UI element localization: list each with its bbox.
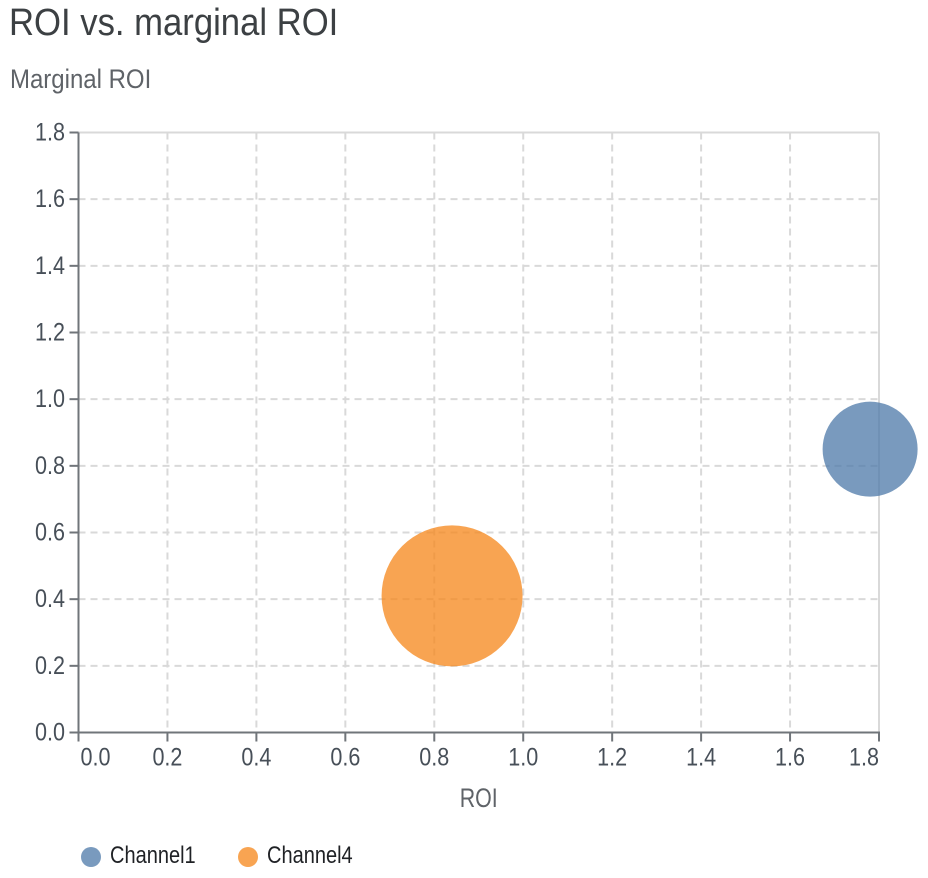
y-tick-label: 1.0 <box>35 385 65 413</box>
x-tick-label: 1.4 <box>686 744 716 772</box>
y-tick-label: 1.8 <box>35 119 65 147</box>
x-tick-label: 0.6 <box>330 744 360 772</box>
y-axis-title: Marginal ROI <box>10 64 152 94</box>
legend-label-channel1: Channel1 <box>109 842 196 869</box>
y-tick-label: 1.4 <box>35 252 65 280</box>
legend-label-channel4: Channel4 <box>267 842 354 869</box>
bubble-channel4[interactable] <box>381 525 523 667</box>
x-tick-label: 0.0 <box>81 744 111 772</box>
legend-swatch-channel1 <box>80 847 101 867</box>
x-tick-label: 1.2 <box>597 744 627 772</box>
legend-swatch-channel4 <box>238 847 259 867</box>
x-tick-label: 1.8 <box>849 744 879 772</box>
bubble-channel1[interactable] <box>822 401 918 497</box>
y-tick-label: 0.4 <box>35 585 65 613</box>
y-tick-label: 1.6 <box>35 185 65 213</box>
x-tick-label: 1.0 <box>508 744 538 772</box>
y-tick-label: 0.6 <box>35 519 65 547</box>
y-tick-label: 0.0 <box>35 719 65 747</box>
x-tick-label: 0.2 <box>152 744 182 772</box>
chart-title: ROI vs. marginal ROI <box>9 2 339 44</box>
x-tick-label: 0.4 <box>241 744 271 772</box>
y-tick-label: 1.2 <box>35 319 65 347</box>
y-tick-label: 0.2 <box>35 652 65 680</box>
x-tick-label: 1.6 <box>775 744 805 772</box>
y-tick-label: 0.8 <box>35 452 65 480</box>
x-tick-label: 0.8 <box>419 744 449 772</box>
x-axis-title: ROI <box>460 783 498 813</box>
